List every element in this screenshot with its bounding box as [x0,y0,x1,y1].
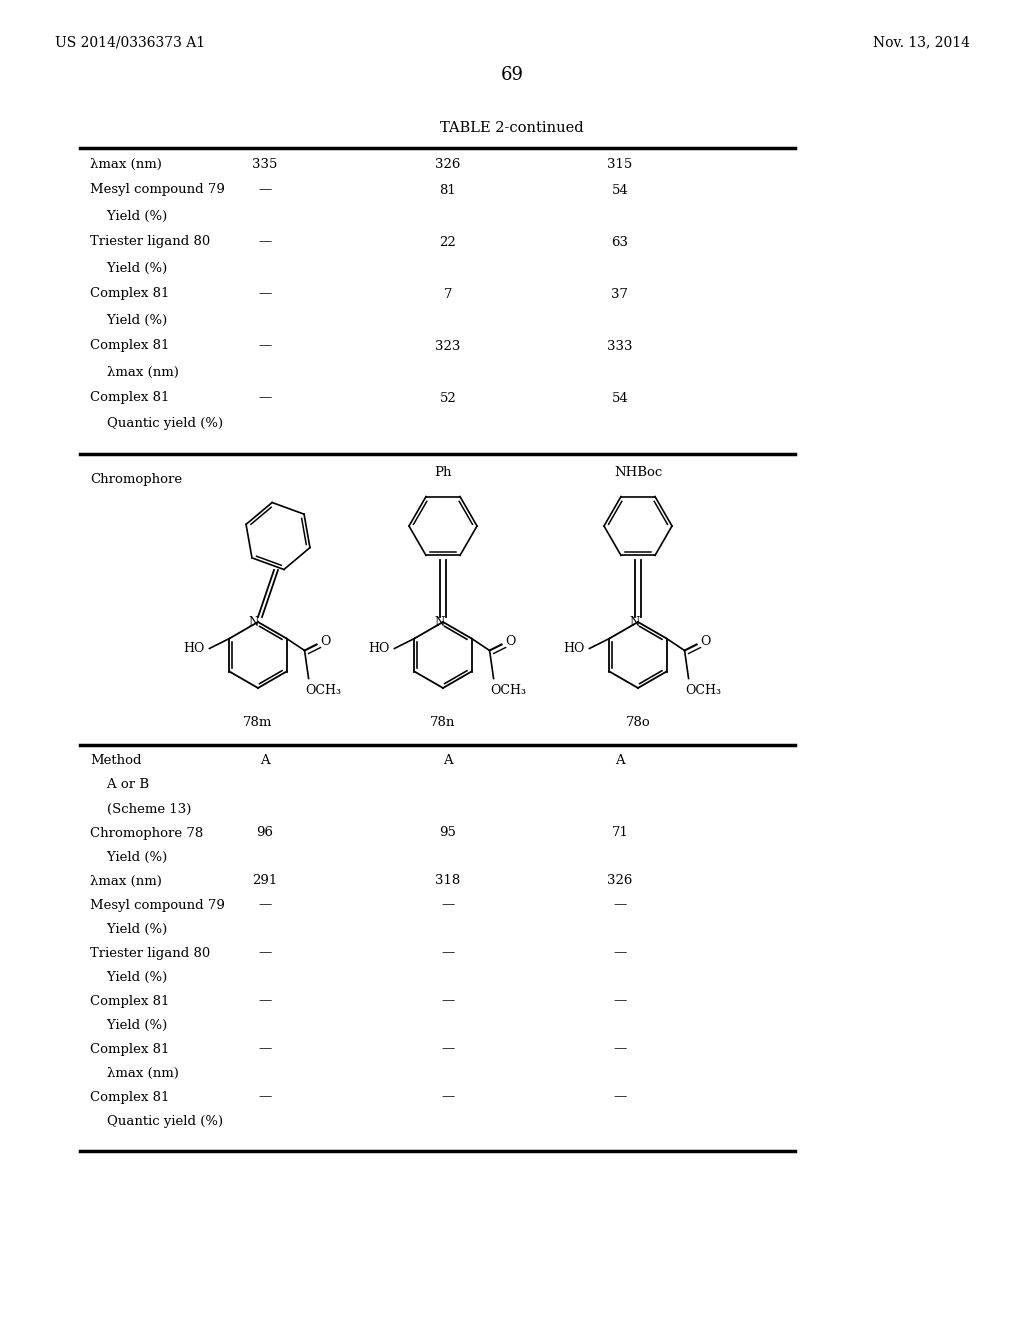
Text: A: A [443,755,453,767]
Text: —: — [258,946,271,960]
Text: 81: 81 [439,183,457,197]
Text: Yield (%): Yield (%) [90,314,167,326]
Text: A: A [615,755,625,767]
Text: —: — [258,235,271,248]
Text: 315: 315 [607,157,633,170]
Text: Yield (%): Yield (%) [90,210,167,223]
Text: —: — [258,288,271,301]
Text: O: O [321,635,331,648]
Text: Nov. 13, 2014: Nov. 13, 2014 [873,36,970,49]
Text: OCH₃: OCH₃ [305,684,342,697]
Text: OCH₃: OCH₃ [490,684,526,697]
Text: HO: HO [183,642,205,655]
Text: Yield (%): Yield (%) [90,850,167,863]
Text: —: — [258,899,271,912]
Text: 69: 69 [501,66,523,84]
Text: —: — [441,899,455,912]
Text: Ph: Ph [434,466,452,479]
Text: 318: 318 [435,874,461,887]
Text: 291: 291 [252,874,278,887]
Text: Mesyl compound 79: Mesyl compound 79 [90,183,225,197]
Text: 22: 22 [439,235,457,248]
Text: 63: 63 [611,235,629,248]
Text: Chromophore 78: Chromophore 78 [90,826,203,840]
Text: (Scheme 13): (Scheme 13) [90,803,191,816]
Text: N: N [435,615,445,628]
Text: 326: 326 [435,157,461,170]
Text: —: — [613,994,627,1007]
Text: Method: Method [90,755,141,767]
Text: Yield (%): Yield (%) [90,1019,167,1031]
Text: 95: 95 [439,826,457,840]
Text: 78n: 78n [430,717,456,730]
Text: Complex 81: Complex 81 [90,1043,169,1056]
Text: λmax (nm): λmax (nm) [90,366,179,379]
Text: TABLE 2-continued: TABLE 2-continued [440,121,584,135]
Text: 52: 52 [439,392,457,404]
Text: —: — [613,946,627,960]
Text: OCH₃: OCH₃ [686,684,722,697]
Text: N: N [249,615,259,628]
Text: O: O [700,635,711,648]
Text: 333: 333 [607,339,633,352]
Text: —: — [258,1090,271,1104]
Text: Yield (%): Yield (%) [90,970,167,983]
Text: λmax (nm): λmax (nm) [90,1067,179,1080]
Text: Complex 81: Complex 81 [90,1090,169,1104]
Text: —: — [441,946,455,960]
Text: —: — [441,1043,455,1056]
Text: 71: 71 [611,826,629,840]
Text: 323: 323 [435,339,461,352]
Text: HO: HO [368,642,389,655]
Text: US 2014/0336373 A1: US 2014/0336373 A1 [55,36,205,49]
Text: NHBoc: NHBoc [613,466,663,479]
Text: 37: 37 [611,288,629,301]
Text: A: A [260,755,269,767]
Text: Complex 81: Complex 81 [90,994,169,1007]
Text: —: — [258,392,271,404]
Text: —: — [613,899,627,912]
Text: HO: HO [563,642,585,655]
Text: —: — [613,1090,627,1104]
Text: 78m: 78m [244,717,272,730]
Text: Triester ligand 80: Triester ligand 80 [90,946,210,960]
Text: Complex 81: Complex 81 [90,339,169,352]
Text: 335: 335 [252,157,278,170]
Text: —: — [258,339,271,352]
Text: —: — [441,994,455,1007]
Text: Triester ligand 80: Triester ligand 80 [90,235,210,248]
Text: Quantic yield (%): Quantic yield (%) [90,417,223,430]
Text: —: — [258,183,271,197]
Text: Complex 81: Complex 81 [90,392,169,404]
Text: N: N [630,615,640,628]
Text: Mesyl compound 79: Mesyl compound 79 [90,899,225,912]
Text: 96: 96 [256,826,273,840]
Text: 78o: 78o [626,717,650,730]
Text: Quantic yield (%): Quantic yield (%) [90,1114,223,1127]
Text: 7: 7 [443,288,453,301]
Text: Chromophore: Chromophore [90,473,182,486]
Text: —: — [258,1043,271,1056]
Text: A or B: A or B [90,779,150,792]
Text: λmax (nm): λmax (nm) [90,157,162,170]
Text: O: O [506,635,516,648]
Text: λmax (nm): λmax (nm) [90,874,162,887]
Text: —: — [258,994,271,1007]
Text: Yield (%): Yield (%) [90,261,167,275]
Text: Complex 81: Complex 81 [90,288,169,301]
Text: Yield (%): Yield (%) [90,923,167,936]
Text: 54: 54 [611,183,629,197]
Text: 54: 54 [611,392,629,404]
Text: —: — [613,1043,627,1056]
Text: 326: 326 [607,874,633,887]
Text: —: — [441,1090,455,1104]
